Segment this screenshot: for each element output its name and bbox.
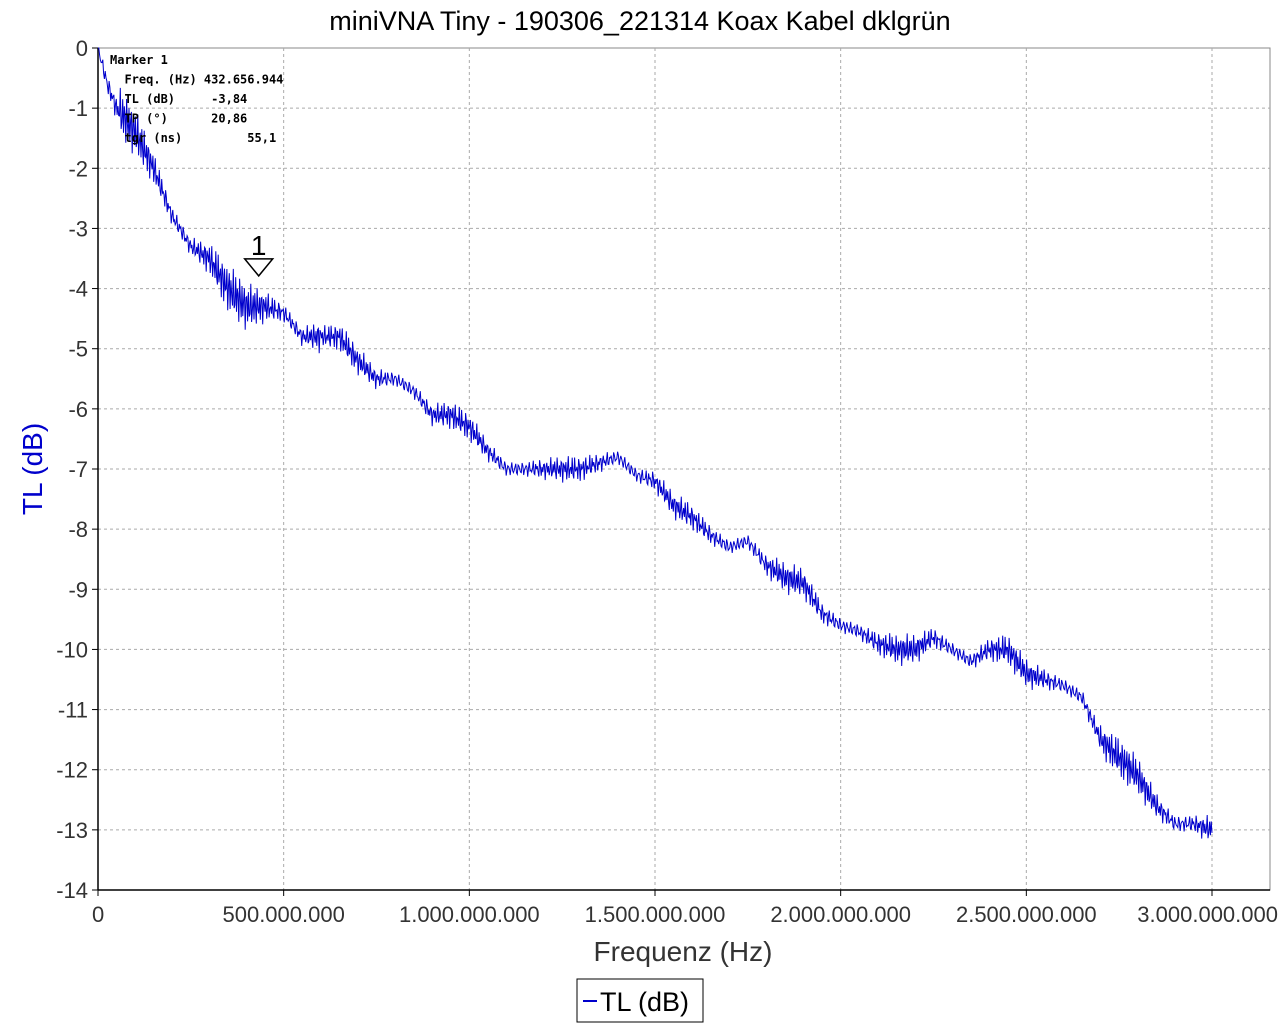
- series-line-tl: [98, 47, 1213, 839]
- marker-readout: Marker 1 Freq. (Hz) 432.656.944 TL (dB) …: [110, 53, 283, 145]
- y-tick-label: -14: [56, 878, 88, 903]
- legend-box: [576, 978, 704, 1023]
- x-axis-label: Frequenz (Hz): [594, 936, 773, 967]
- y-tick-label: -12: [56, 758, 88, 783]
- legend: TL (dB): [576, 978, 704, 1023]
- y-tick-label: 0: [76, 36, 88, 61]
- marker-triangle-icon: [243, 258, 275, 278]
- x-tick-label: 3.000.000.000: [1137, 902, 1278, 927]
- y-tick-label: -1: [68, 96, 88, 121]
- y-tick-label: -11: [58, 698, 88, 723]
- plot-area: [97, 47, 1271, 891]
- x-tick-label: 0: [92, 902, 104, 927]
- y-axis-ticks: 0 -1 -2 -3 -4 -5 -6 -7 -8 -9 -10 -11 -12 -13 -14: [56, 36, 98, 903]
- x-tick-label: 2.000.000.000: [770, 902, 911, 927]
- x-axis-ticks: 0 500.000.000 1.000.000.000 1.500.000.000 2.…: [92, 890, 1278, 927]
- x-tick-label: 1.000.000.000: [399, 902, 540, 927]
- grid-lines: [98, 48, 1270, 890]
- marker-1[interactable]: 1: [243, 230, 275, 278]
- marker-readout-line: TP (°) 20,86: [110, 112, 247, 126]
- marker-readout-line: Marker 1: [110, 53, 168, 67]
- marker-readout-line: TL (dB) -3,84: [110, 92, 247, 106]
- y-tick-label: -5: [68, 337, 88, 362]
- y-tick-label: -9: [68, 577, 88, 602]
- y-tick-label: -2: [68, 156, 88, 181]
- x-tick-label: 1.500.000.000: [585, 902, 726, 927]
- y-tick-label: -10: [56, 637, 88, 662]
- marker-label: 1: [251, 230, 267, 261]
- x-tick-label: 2.500.000.000: [956, 902, 1097, 927]
- chart-title: miniVNA Tiny - 190306_221314 Koax Kabel …: [329, 6, 950, 36]
- y-tick-label: -3: [68, 216, 88, 241]
- legend-entry: TL (dB): [600, 987, 689, 1017]
- marker-readout-line: tgr (ns) 55,1: [110, 131, 276, 145]
- y-tick-label: -7: [68, 457, 88, 482]
- y-tick-label: -4: [68, 277, 88, 302]
- marker-readout-line: Freq. (Hz) 432.656.944: [110, 73, 283, 87]
- y-axis-label: TL (dB): [17, 423, 48, 515]
- x-tick-label: 500.000.000: [222, 902, 344, 927]
- y-tick-label: -6: [68, 397, 88, 422]
- y-tick-label: -8: [68, 517, 88, 542]
- y-tick-label: -13: [56, 818, 88, 843]
